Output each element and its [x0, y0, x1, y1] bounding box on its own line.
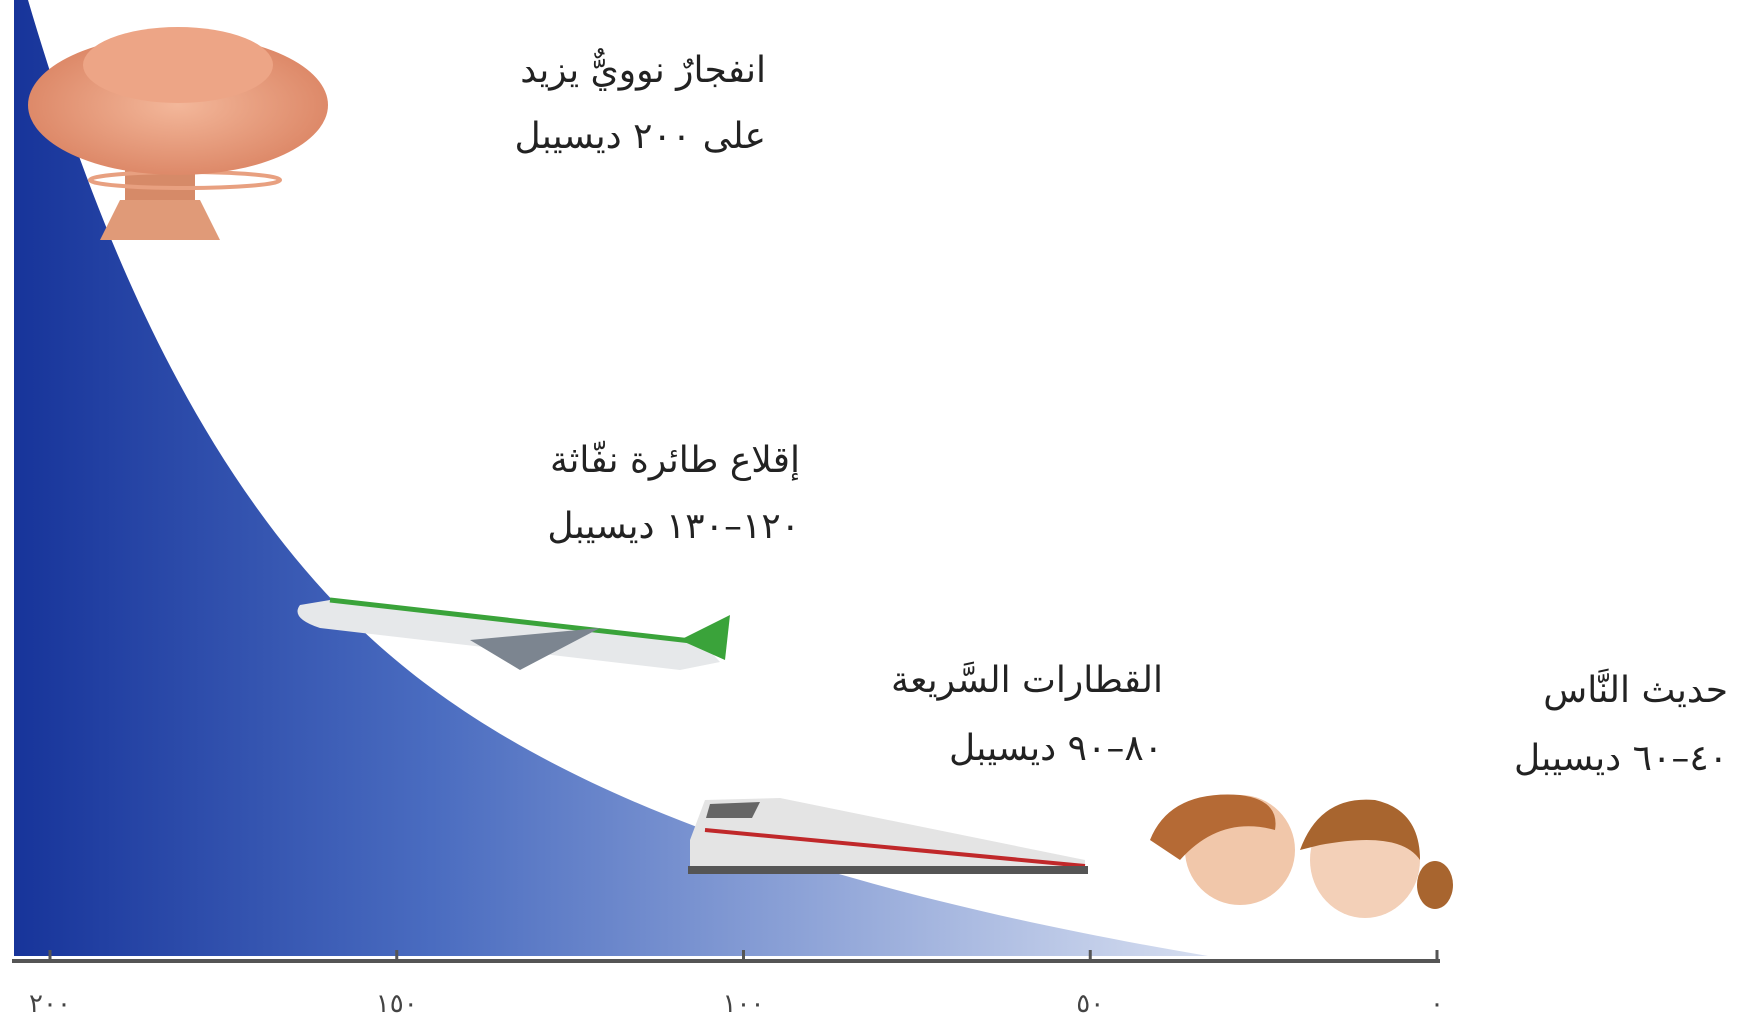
x-tick-label: ٠ — [1430, 989, 1444, 1019]
plane-icon — [297, 597, 730, 670]
annotation-detail: ٨٠–٩٠ ديسيبل — [949, 728, 1163, 769]
x-tick-label: ٢٠٠ — [29, 989, 71, 1019]
train-icon — [688, 798, 1088, 874]
annotation-title: القطارات السَّريعة — [891, 660, 1163, 701]
annotation-title: إقلاع طائرة نفّاثة — [550, 440, 800, 481]
loudness-curve — [14, 0, 1208, 956]
x-tick-label: ١٠٠ — [723, 989, 765, 1019]
nuclear-icon — [28, 27, 328, 240]
annotation-detail: ١٢٠–١٣٠ ديسيبل — [547, 506, 800, 547]
x-tick-label: ١٥٠ — [376, 989, 418, 1019]
annotation-title: حديث النَّاس — [1543, 668, 1728, 711]
annotation-detail: ٤٠–٦٠ ديسيبل — [1514, 738, 1728, 779]
annotation-title: انفجارٌ نوويٌّ يزيد — [520, 48, 766, 91]
people-icon — [1150, 794, 1453, 918]
annotation-detail: على ٢٠٠ ديسيبل — [515, 116, 766, 157]
x-tick-label: ٥٠ — [1076, 989, 1104, 1019]
